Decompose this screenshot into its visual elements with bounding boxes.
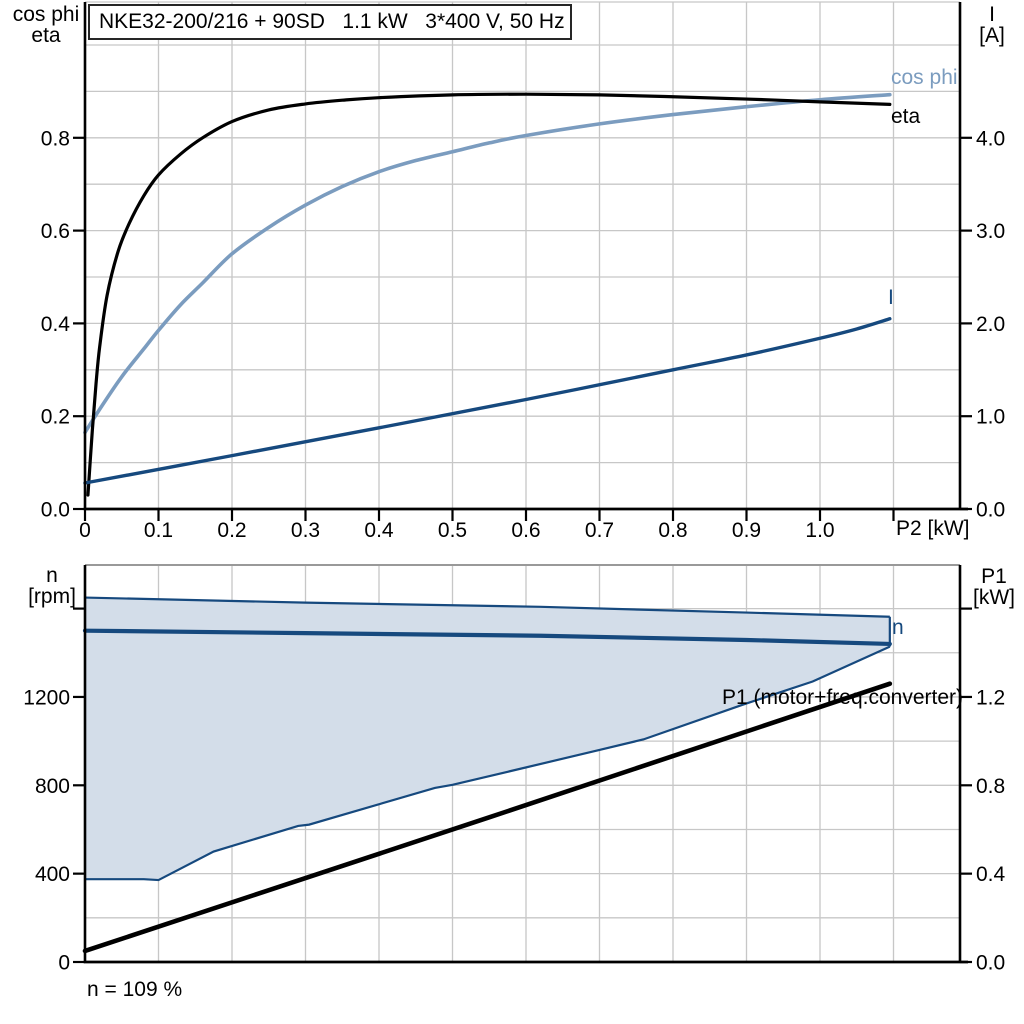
envelope-lower-border [85, 645, 891, 882]
y-left-tick-label: 0.0 [41, 499, 70, 522]
x-tick-label: 0.1 [144, 519, 173, 542]
p1-curve [82, 681, 893, 954]
envelope-area [85, 597, 890, 881]
eta-curve-label: eta [891, 105, 921, 128]
x-tick-label: 1.0 [805, 519, 834, 542]
current-curve-label: I [888, 286, 894, 309]
x-tick-label: 0 [79, 519, 91, 542]
bottom-right-axis-title-line1: P1 [981, 565, 1007, 588]
y-right-tick-label: 1.0 [976, 406, 1005, 429]
y-right-tick-label: 0.0 [976, 952, 1005, 975]
x-axis-title: P2 [kW] [896, 517, 970, 540]
top-right-axis-title-line2: [A] [979, 24, 1005, 47]
y-left-tick-label: 0.4 [41, 313, 71, 336]
p1-curve-label: P1 (motor+freq.converter) [721, 686, 963, 709]
y-left-tick-label: 800 [35, 775, 70, 798]
y-left-tick-label: 0.8 [41, 127, 70, 150]
cos-phi-curve [83, 92, 892, 435]
y-left-tick-label: 400 [35, 863, 70, 886]
x-tick-label: 0.9 [732, 519, 761, 542]
bottom-chart: 0 400 800 1200 0.0 0.4 0.8 1.2 [23, 564, 1006, 975]
top-right-axis-title: I [A] [962, 4, 1022, 46]
current-curve [83, 317, 892, 485]
bottom-right-axis-title-line2: [kW] [973, 586, 1015, 609]
bottom-left-axis-title-line2: [rpm] [28, 585, 76, 608]
bottom-left-axis-title: n [rpm] [12, 565, 92, 607]
speed-curve-label: n [892, 616, 904, 639]
speed-percentage-caption: n = 109 % [87, 978, 183, 1001]
y-right-tick-label: 1.2 [976, 686, 1005, 709]
x-tick-label: 0.2 [217, 519, 246, 542]
top-left-axis-title-line2: eta [31, 24, 61, 47]
top-left-axis-title-line1: cos phi [12, 3, 80, 26]
y-right-tick-label: 3.0 [976, 220, 1005, 243]
bottom-right-axis-title: P1 [kW] [963, 566, 1024, 608]
eta-curve [86, 92, 892, 497]
x-tick-label: 0.3 [291, 519, 320, 542]
chart-title-box: NKE32-200/216 + 90SD 1.1 kW 3*400 V, 50 … [88, 4, 572, 40]
speed-curve [82, 628, 892, 647]
top-chart: 0.0 0.2 0.4 0.6 0.8 0.0 1.0 2.0 3.0 4.0 0 0.1 0.2 0.3… [41, 1, 1005, 542]
x-tick-label: 0.4 [364, 519, 394, 542]
x-tick-label: 0.7 [585, 519, 614, 542]
y-right-tick-label: 4.0 [976, 127, 1005, 150]
y-right-tick-label: 0.4 [976, 863, 1006, 886]
x-tick-label: 0.5 [438, 519, 467, 542]
y-right-tick-label: 2.0 [976, 313, 1005, 336]
x-tick-label: 0.6 [511, 519, 540, 542]
y-left-tick-label: 0 [58, 952, 70, 975]
top-right-axis-title-line1: I [989, 3, 995, 26]
cos-phi-curve-label: cos phi [891, 66, 958, 89]
y-left-tick-label: 1200 [23, 686, 70, 709]
envelope-upper-border [84, 596, 890, 618]
y-left-tick-label: 0.2 [41, 406, 70, 429]
x-tick-label: 0.8 [658, 519, 687, 542]
y-right-tick-label: 0.8 [976, 775, 1005, 798]
top-left-axis-title: cos phi eta [4, 4, 88, 46]
y-right-tick-label: 0.0 [976, 499, 1005, 522]
y-left-tick-label: 0.6 [41, 220, 70, 243]
bottom-left-axis-title-line1: n [46, 564, 58, 587]
